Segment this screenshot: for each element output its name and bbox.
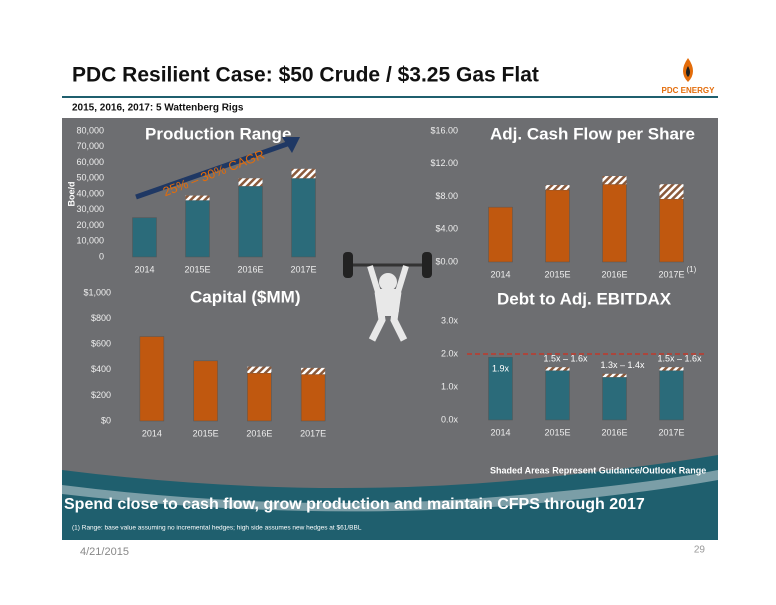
footnote-marker: (1) bbox=[687, 265, 697, 274]
x-tick-label: 2014 bbox=[142, 428, 162, 438]
x-tick-label: 2015E bbox=[193, 428, 219, 438]
y-tick-label: 3.0x bbox=[441, 315, 459, 325]
chart-title: Production Range bbox=[145, 124, 291, 143]
value-label: 1.3x – 1.4x bbox=[600, 360, 645, 370]
x-tick-label: 2016E bbox=[601, 269, 627, 279]
x-tick-label: 2016E bbox=[237, 264, 263, 274]
value-label: 1.9x bbox=[492, 364, 510, 374]
range-segment bbox=[602, 373, 627, 378]
y-axis-label: Boe/d bbox=[66, 181, 76, 206]
x-tick-label: 2016E bbox=[601, 427, 627, 437]
logo-text: PDC ENERGY bbox=[662, 86, 716, 95]
range-segment bbox=[602, 176, 627, 185]
bar bbox=[193, 360, 218, 422]
bar bbox=[602, 183, 627, 263]
slide-title: PDC Resilient Case: $50 Crude / $3.25 Ga… bbox=[72, 64, 539, 87]
range-segment bbox=[185, 195, 210, 201]
x-tick-label: 2017E bbox=[290, 264, 316, 274]
tagline: Spend close to cash flow, grow productio… bbox=[64, 496, 645, 513]
range-segment bbox=[659, 367, 684, 371]
wave-highlight bbox=[62, 470, 718, 512]
range-segment bbox=[659, 184, 684, 199]
y-tick-label: $400 bbox=[91, 364, 111, 374]
footnote: (1) Range: base value assuming no increm… bbox=[72, 525, 362, 532]
x-tick-label: 2017E bbox=[658, 427, 684, 437]
y-tick-label: $4.00 bbox=[435, 224, 458, 234]
range-segment bbox=[291, 168, 316, 179]
y-tick-label: 60,000 bbox=[76, 157, 104, 167]
bar bbox=[602, 376, 627, 421]
y-tick-label: $12.00 bbox=[430, 158, 458, 168]
y-tick-label: 10,000 bbox=[76, 236, 104, 246]
trend-arrow bbox=[135, 140, 291, 200]
range-segment bbox=[238, 178, 263, 187]
range-segment bbox=[301, 367, 326, 375]
y-tick-label: 0 bbox=[99, 251, 104, 261]
bar bbox=[545, 370, 570, 421]
y-tick-label: $800 bbox=[91, 313, 111, 323]
bar bbox=[545, 189, 570, 263]
guidance-note: Shaded Areas Represent Guidance/Outlook … bbox=[490, 465, 706, 475]
x-tick-label: 2014 bbox=[134, 264, 154, 274]
date: 4/21/2015 bbox=[80, 546, 129, 558]
bar bbox=[185, 200, 210, 258]
y-tick-label: $0 bbox=[101, 415, 111, 425]
bar bbox=[488, 206, 513, 263]
y-tick-label: 1.0x bbox=[441, 381, 459, 391]
x-tick-label: 2015E bbox=[544, 427, 570, 437]
bar bbox=[659, 370, 684, 421]
y-tick-label: 20,000 bbox=[76, 220, 104, 230]
range-segment bbox=[545, 367, 570, 371]
y-tick-label: 2.0x bbox=[441, 348, 459, 358]
x-tick-label: 2017E bbox=[300, 428, 326, 438]
subtitle: 2015, 2016, 2017: 5 Wattenberg Rigs bbox=[72, 103, 244, 114]
bar bbox=[291, 178, 316, 258]
range-segment bbox=[247, 366, 272, 373]
bar bbox=[132, 217, 157, 258]
y-tick-label: 70,000 bbox=[76, 141, 104, 151]
bar bbox=[247, 372, 272, 422]
value-label: 1.5x – 1.6x bbox=[657, 354, 702, 364]
bar bbox=[300, 374, 326, 422]
bar bbox=[139, 336, 165, 422]
x-tick-label: 2016E bbox=[246, 428, 272, 438]
y-tick-label: $16.00 bbox=[430, 125, 458, 135]
y-tick-label: $8.00 bbox=[435, 191, 458, 201]
x-tick-label: 2015E bbox=[544, 269, 570, 279]
y-tick-label: $600 bbox=[91, 339, 111, 349]
x-tick-label: 2014 bbox=[490, 427, 510, 437]
trend-arrow-head bbox=[282, 137, 300, 153]
y-tick-label: $0.00 bbox=[435, 256, 458, 266]
weightlifter bbox=[343, 252, 432, 342]
wave bbox=[62, 455, 718, 540]
y-tick-label: $200 bbox=[91, 390, 111, 400]
bar bbox=[238, 185, 263, 258]
value-label: 1.5x – 1.6x bbox=[543, 354, 588, 364]
x-tick-label: 2014 bbox=[490, 269, 510, 279]
bar bbox=[488, 357, 513, 421]
range-segment bbox=[545, 185, 570, 190]
chart-title: Debt to Adj. EBITDAX bbox=[497, 289, 672, 308]
y-tick-label: 40,000 bbox=[76, 188, 104, 198]
chart-title: Capital ($MM) bbox=[190, 287, 301, 306]
x-tick-label: 2015E bbox=[184, 264, 210, 274]
y-tick-label: 80,000 bbox=[76, 125, 104, 135]
y-tick-label: 50,000 bbox=[76, 173, 104, 183]
chart-title: Adj. Cash Flow per Share bbox=[490, 124, 695, 143]
y-tick-label: 0.0x bbox=[441, 414, 459, 424]
y-tick-label: $1,000 bbox=[83, 287, 111, 297]
y-tick-label: 30,000 bbox=[76, 204, 104, 214]
bar bbox=[659, 198, 684, 263]
x-tick-label: 2017E bbox=[658, 269, 684, 279]
page-number: 29 bbox=[694, 545, 706, 556]
logo: PDC ENERGY bbox=[662, 58, 716, 95]
